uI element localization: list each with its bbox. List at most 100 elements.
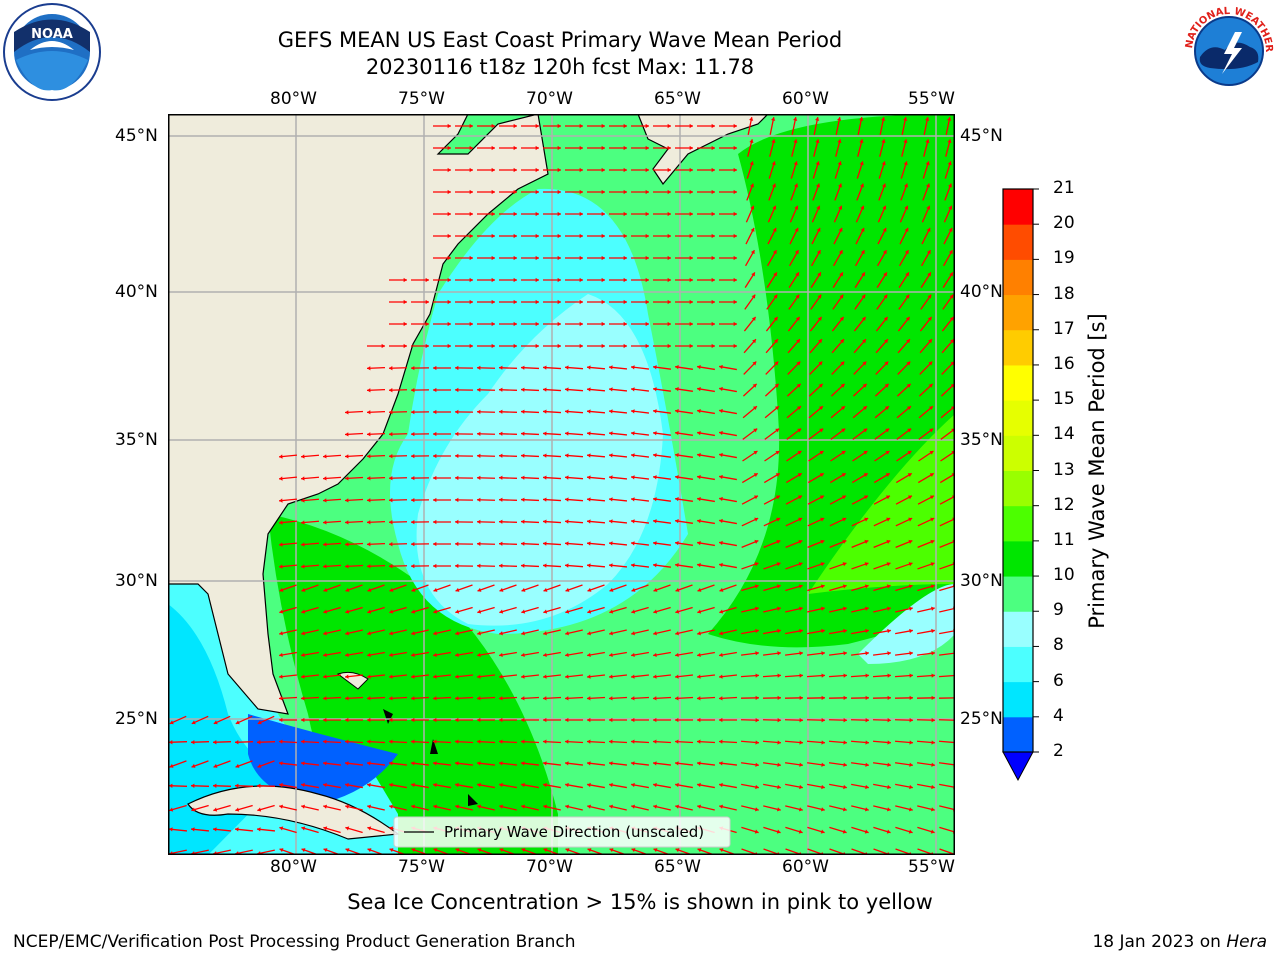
- wave-arrow-head: [477, 609, 482, 614]
- wave-arrow-head: [543, 739, 547, 744]
- wave-arrow-head: [631, 563, 635, 568]
- wave-arrow-head: [719, 674, 723, 679]
- wave-arrow-head: [235, 763, 240, 768]
- colorbar-segment: [1003, 646, 1033, 683]
- wave-arrow-head: [279, 848, 284, 853]
- wave-arrow-head: [587, 739, 591, 744]
- wave-arrow-head: [345, 432, 349, 437]
- wave-arrow-head: [257, 763, 262, 768]
- wave-arrow-head: [601, 167, 605, 173]
- wave-arrow-head: [213, 807, 218, 812]
- wave-arrow-head: [774, 361, 779, 366]
- bahamas-island: [430, 739, 438, 754]
- wave-arrow-head: [843, 695, 847, 701]
- wave-arrow-head: [499, 652, 503, 658]
- wave-arrow-head: [411, 587, 416, 592]
- sea-ice-note: Sea Ice Concentration > 15% is shown in …: [347, 890, 933, 914]
- wave-arrow-head: [565, 587, 570, 592]
- lat-label-right: 25°N: [960, 709, 1003, 729]
- wave-arrow-head: [191, 720, 196, 725]
- wave-arrow-head: [711, 211, 715, 217]
- wave-arrow-head: [389, 782, 393, 788]
- wave-arrow-head: [839, 272, 843, 277]
- wave-arrow-head: [843, 740, 847, 745]
- wave-arrow-head: [213, 783, 217, 788]
- wave-arrow-head: [865, 695, 869, 701]
- wave-arrow-head: [433, 609, 438, 614]
- wave-arrow-head: [235, 827, 239, 832]
- wave-arrow-head: [930, 517, 935, 522]
- wave-arrow-head: [499, 739, 503, 744]
- wave-arrow-head: [645, 211, 649, 217]
- wave-arrow-head: [777, 718, 781, 723]
- wave-arrow-head: [499, 409, 503, 414]
- wave-arrow-head: [477, 631, 481, 636]
- wave-arrow-head: [820, 539, 825, 544]
- wave-arrow-head: [279, 498, 283, 503]
- wave-arrow-head: [213, 763, 218, 768]
- wave-arrow-head: [711, 277, 715, 283]
- wave-arrow-head: [433, 761, 437, 766]
- wave-arrow-head: [795, 272, 799, 277]
- wave-arrow-head: [425, 321, 429, 327]
- wave-arrow-head: [323, 739, 327, 744]
- wave-arrow-head: [754, 606, 759, 611]
- wave-arrow-head: [433, 717, 437, 723]
- wave-arrow-head: [926, 227, 931, 232]
- wave-arrow-head: [557, 299, 561, 305]
- wave-arrow-head: [749, 139, 754, 144]
- wave-arrow-head: [675, 541, 679, 546]
- wave-arrow-head: [843, 784, 847, 790]
- wave-arrow-head: [903, 161, 908, 166]
- wave-arrow-head: [579, 145, 583, 151]
- wave-arrow-head: [623, 321, 627, 327]
- wave-arrow-head: [521, 717, 525, 723]
- wave-arrow-head: [491, 277, 495, 283]
- wave-arrow-head: [433, 631, 437, 636]
- wave-arrow-head: [645, 343, 649, 349]
- wave-arrow-head: [235, 783, 239, 788]
- wave-arrow-head: [499, 696, 503, 701]
- wave-arrow-head: [689, 123, 693, 129]
- wave-arrow-head: [842, 606, 847, 611]
- wave-arrow-head: [928, 339, 932, 344]
- wave-arrow-head: [929, 495, 934, 500]
- wave-arrow-head: [477, 848, 482, 853]
- colorbar-segment: [1003, 611, 1033, 647]
- wave-arrow-head: [903, 139, 908, 144]
- wave-arrow-head: [631, 696, 635, 701]
- wave-arrow-head: [565, 387, 569, 392]
- colorbar-tick-label: 10: [1053, 565, 1075, 586]
- wave-arrow-head: [491, 211, 495, 217]
- wave-arrow-head: [653, 609, 658, 614]
- wave-arrow-head: [886, 584, 891, 589]
- wave-arrow-head: [469, 145, 473, 151]
- wave-arrow-head: [609, 475, 613, 480]
- wave-arrow-head: [609, 652, 613, 658]
- wave-arrow-head: [601, 211, 605, 217]
- wave-arrow-head: [886, 517, 891, 522]
- wave-arrow-head: [411, 804, 416, 809]
- wave-arrow-head: [587, 431, 591, 436]
- wave-arrow-head: [301, 652, 305, 658]
- wave-arrow-head: [521, 519, 525, 524]
- wave-arrow-head: [631, 453, 635, 458]
- wave-arrow-head: [557, 167, 561, 173]
- wave-arrow-head: [301, 631, 305, 636]
- wave-arrow-head: [367, 366, 371, 371]
- wave-arrow-head: [499, 365, 503, 370]
- wave-arrow-head: [950, 361, 955, 366]
- wave-arrow-head: [697, 674, 701, 679]
- wave-arrow-head: [798, 807, 803, 812]
- wave-arrow-head: [711, 167, 715, 173]
- wave-arrow-head: [367, 587, 372, 592]
- wave-arrow-head: [631, 609, 636, 614]
- wave-arrow-head: [587, 563, 591, 568]
- wave-arrow-head: [653, 409, 657, 414]
- wave-arrow-head: [565, 761, 569, 766]
- wave-arrow-head: [645, 321, 649, 327]
- wave-arrow-head: [631, 541, 635, 546]
- wave-arrow-head: [301, 542, 305, 547]
- wave-arrow-head: [675, 609, 680, 614]
- wave-arrow-head: [675, 453, 679, 458]
